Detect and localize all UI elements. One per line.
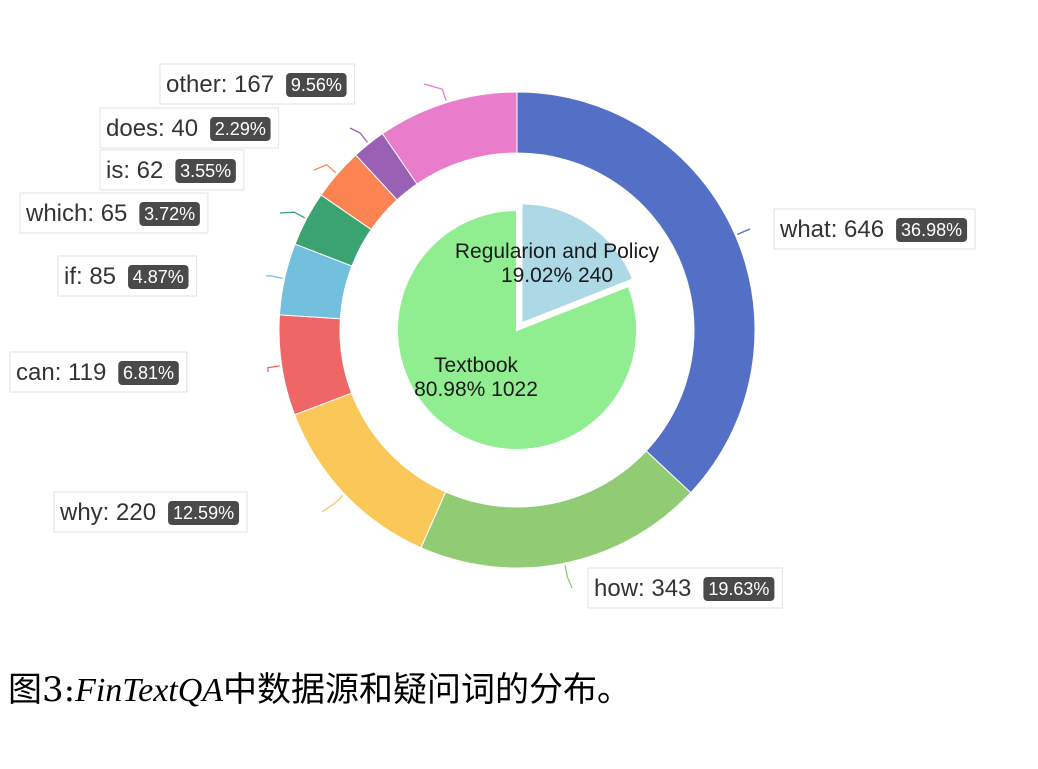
percent-badge-why	[168, 501, 240, 525]
donut-slice-other	[381, 91, 518, 185]
caption-suffix: 中数据源和疑问词的分布。	[223, 670, 632, 710]
pie-label-name-textbook: Textbook	[434, 354, 519, 377]
percent-badge-can	[118, 361, 179, 385]
pie-label-name-regularion-and-policy: Regularion and Policy	[455, 240, 660, 263]
donut-label-how: how: 343	[594, 575, 691, 602]
donut-slice-why	[293, 392, 447, 549]
leader-line-can	[267, 365, 280, 373]
percent-badge-does	[210, 117, 271, 141]
label-frame-can	[9, 351, 188, 393]
pie-slice-textbook	[396, 208, 638, 451]
leader-line-is	[313, 164, 337, 174]
label-frame-which	[19, 192, 209, 234]
percent-badge-text-is: 3.55%	[180, 161, 231, 181]
percent-badge-if	[128, 265, 189, 289]
label-frame-what	[773, 208, 976, 250]
percent-badge-text-why: 12.59%	[173, 503, 234, 523]
percent-badge-text-if: 4.87%	[133, 267, 184, 287]
donut-label-other: other: 167	[166, 71, 274, 98]
label-frame-why	[53, 491, 248, 533]
label-frame-other	[159, 63, 356, 105]
outer-labels: what: 646 36.98% how: 343 19.63% why: 220 12.…	[9, 63, 976, 609]
leader-line-why	[321, 494, 344, 513]
inner-pie	[396, 202, 638, 451]
leader-line-which	[279, 211, 306, 219]
donut-label-if: if: 85	[64, 263, 116, 290]
percent-badge-what	[896, 218, 968, 242]
pie-label-value-regularion-and-policy: 19.02% 240	[501, 264, 613, 287]
leader-line-does	[349, 127, 368, 143]
donut-label-what: what: 646	[779, 216, 884, 243]
donut-label-why: why: 220	[59, 499, 156, 526]
percent-badge-text-other: 9.56%	[291, 75, 342, 95]
pie-label-value-textbook: 80.98% 1022	[414, 378, 538, 401]
label-frame-is	[99, 149, 245, 191]
percent-badge-how	[703, 577, 775, 601]
figure-caption: 图3:FinTextQA中数据源和疑问词的分布。	[8, 662, 631, 711]
donut-label-which: which: 65	[25, 200, 127, 227]
percent-badge-text-does: 2.29%	[215, 119, 266, 139]
caption-prefix: 图3:	[8, 670, 76, 710]
percent-badge-text-which: 3.72%	[144, 204, 195, 224]
leader-line-if	[265, 275, 283, 280]
percent-badge-text-what: 36.98%	[901, 220, 962, 240]
percent-badge-is	[175, 159, 236, 183]
pie-slice-regularion-and-policy	[520, 202, 635, 325]
nested-pie-chart: what: 646 36.98% how: 343 19.63% why: 220 12.…	[9, 63, 976, 609]
percent-badge-text-can: 6.81%	[123, 363, 174, 383]
donut-slice-what	[516, 91, 756, 494]
label-frame-does	[99, 107, 280, 149]
caption-dataset-name: FinTextQA	[75, 672, 224, 709]
leader-line-other	[423, 83, 447, 101]
donut-label-does: does: 40	[106, 115, 198, 142]
donut-label-can: can: 119	[16, 359, 106, 386]
percent-badge-which	[139, 202, 200, 226]
leader-line-how	[564, 565, 573, 589]
donut-label-is: is: 62	[106, 157, 163, 184]
outer-donut	[278, 91, 756, 569]
leader-line-what	[736, 228, 751, 236]
label-frame-how	[587, 567, 783, 609]
label-frame-if	[57, 255, 198, 297]
donut-slice-how	[420, 450, 692, 569]
percent-badge-other	[286, 73, 347, 97]
percent-badge-text-how: 19.63%	[708, 579, 769, 599]
